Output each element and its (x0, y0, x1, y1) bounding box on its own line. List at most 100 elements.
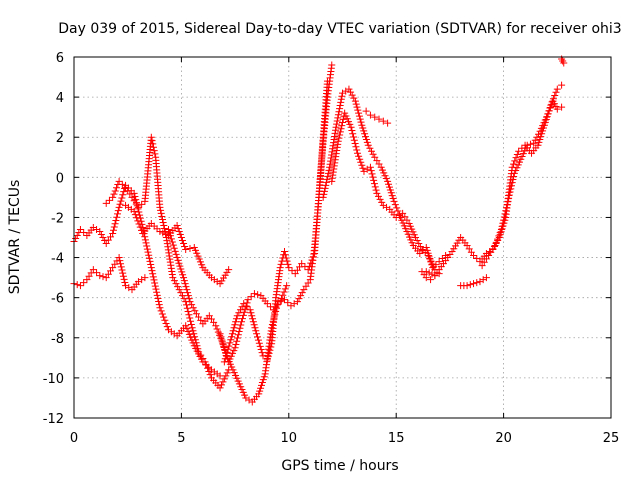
data-point (253, 330, 261, 338)
data-point-dense (155, 301, 163, 309)
data-point-dense (184, 289, 192, 297)
data-point-dense (113, 210, 121, 218)
data-point (276, 264, 284, 272)
data-point-dense (363, 138, 371, 146)
data-point-dense (186, 245, 194, 253)
data-point-dense (141, 236, 149, 244)
data-point (96, 272, 104, 280)
data-point-dense (347, 88, 355, 96)
series-track-8 (319, 85, 450, 272)
data-point (186, 298, 194, 306)
data-point-dense (135, 220, 143, 228)
data-point-dense (371, 183, 379, 191)
data-point-dense (370, 176, 378, 184)
data-point (366, 111, 374, 119)
data-point-dense (181, 280, 189, 288)
data-point-dense (93, 269, 101, 277)
data-point-dense (159, 218, 167, 226)
data-point-dense (150, 276, 158, 284)
data-point-dense (219, 339, 227, 347)
data-point (259, 352, 267, 360)
data-point-dense (214, 328, 222, 336)
data-point-dense (169, 241, 177, 249)
data-point (298, 260, 306, 268)
data-point-dense (394, 207, 402, 215)
data-point (225, 266, 233, 274)
data-point-dense (509, 160, 517, 168)
data-point-dense (546, 104, 554, 112)
data-point-dense (180, 277, 188, 285)
data-point-dense (283, 257, 291, 265)
data-point (89, 266, 97, 274)
data-point-dense (97, 230, 105, 238)
data-point (156, 203, 164, 211)
data-point-dense (369, 173, 377, 181)
data-point-dense (113, 213, 121, 221)
data-point (180, 274, 188, 282)
data-point (216, 330, 224, 338)
data-point-dense (120, 275, 128, 283)
data-point-dense (111, 187, 119, 195)
data-point-dense (192, 246, 200, 254)
data-point (76, 225, 84, 233)
data-point (165, 225, 173, 233)
y-tick-label: 0 (56, 171, 64, 186)
data-point-dense (178, 237, 186, 245)
data-point (190, 244, 198, 252)
data-point-dense (367, 167, 375, 175)
data-point (233, 312, 241, 320)
data-point-dense (172, 250, 180, 258)
data-point-dense (336, 131, 344, 139)
data-point-dense (258, 378, 266, 386)
data-point-dense (257, 384, 265, 392)
data-point-dense (272, 307, 280, 315)
data-point (523, 141, 531, 149)
data-point-dense (151, 279, 159, 287)
data-point-dense (178, 292, 186, 300)
series-track-4 (122, 201, 233, 288)
data-point-dense (388, 192, 396, 200)
data-point (227, 336, 235, 344)
data-point-dense (535, 138, 543, 146)
data-point-dense (334, 111, 342, 119)
data-point-dense (158, 215, 166, 223)
data-point (141, 274, 149, 282)
data-point (497, 225, 505, 233)
data-point (384, 119, 392, 127)
data-point (109, 193, 117, 201)
data-point (147, 264, 155, 272)
data-point-dense (509, 176, 517, 184)
data-point-dense (118, 266, 126, 274)
data-point-dense (152, 285, 160, 293)
data-point-dense (252, 327, 260, 335)
axis-ticks (73, 56, 612, 419)
x-tick-label: 10 (281, 431, 298, 446)
x-tick-label: 5 (177, 431, 185, 446)
data-point (422, 274, 430, 282)
data-point (384, 177, 392, 185)
data-point-dense (376, 195, 384, 203)
data-point-dense (360, 127, 368, 135)
data-point-dense (161, 316, 169, 324)
data-point-dense (166, 232, 174, 240)
series-track-3 (102, 133, 233, 392)
data-point-dense (498, 222, 506, 230)
data-point-dense (336, 105, 344, 113)
data-point-dense (251, 324, 259, 332)
data-point-dense (144, 248, 152, 256)
data-point-dense (389, 195, 397, 203)
data-point (238, 318, 246, 326)
data-point-dense (226, 339, 234, 347)
data-point-dense (232, 315, 240, 323)
data-point-dense (336, 128, 344, 136)
data-point-dense (338, 92, 346, 100)
data-point-dense (183, 286, 191, 294)
data-point-dense (502, 207, 510, 215)
series-track-1 (70, 181, 224, 380)
data-point (173, 254, 181, 262)
data-point-dense (184, 292, 192, 300)
data-point (435, 258, 443, 266)
data-point-dense (348, 91, 356, 99)
data-point (362, 107, 370, 115)
